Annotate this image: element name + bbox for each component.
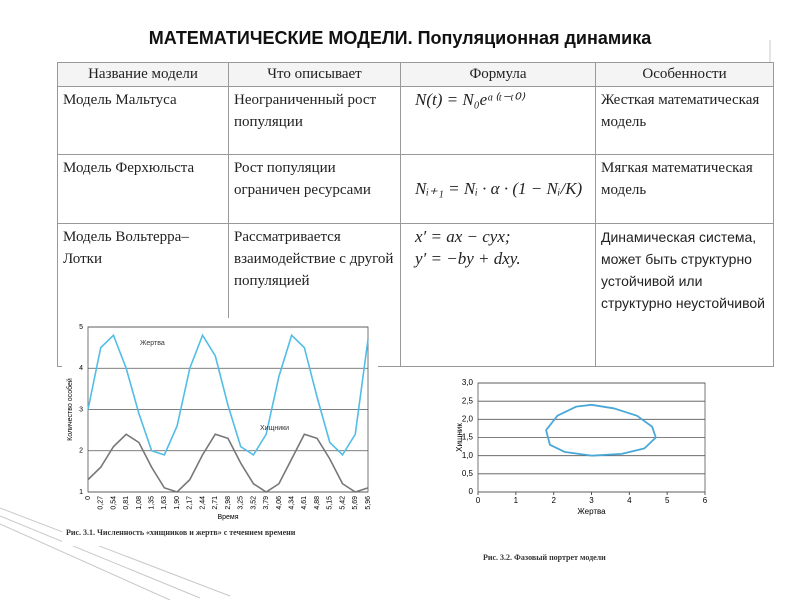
cell: Неограниченный рост популяции: [228, 86, 401, 155]
x-tick-label: 4,61: [301, 496, 308, 510]
slide-title: МАТЕМАТИЧЕСКИЕ МОДЕЛИ. Популяционная дин…: [148, 28, 652, 48]
y-tick-label: 3,0: [462, 378, 474, 387]
x-tick-label: 5,15: [327, 496, 334, 510]
x-tick-label: 1,63: [161, 496, 168, 510]
x-tick-label: 1,90: [174, 496, 181, 510]
y-tick-label: 5: [79, 324, 83, 331]
series-line: [87, 333, 369, 457]
formula-cell: Nᵢ₊₁ = Nᵢ · α · (1 − Nᵢ/K): [400, 154, 596, 224]
x-tick-label: 0,54: [110, 496, 117, 510]
x-tick-label: 2,44: [199, 496, 206, 510]
y-axis-label: Количество особей: [66, 378, 74, 441]
x-tick-label: 5,42: [339, 496, 346, 510]
formula: Nᵢ₊₁ = Nᵢ · α · (1 − Nᵢ/K): [415, 179, 583, 198]
x-tick-label: 0,81: [123, 496, 130, 510]
y-tick-label: 1,5: [462, 433, 474, 442]
x-tick-label: 4,06: [276, 496, 283, 510]
x-tick-label: 4,88: [314, 496, 321, 510]
chart-background: [62, 318, 378, 546]
y-tick-label: 2,5: [462, 396, 474, 405]
x-tick-label: 0: [476, 496, 481, 505]
x-tick-label: 0: [85, 496, 92, 500]
x-tick-label: 5: [665, 496, 670, 505]
cell: Рост популяции ограничен ресурсами: [228, 154, 401, 224]
x-tick-label: 2: [551, 496, 556, 505]
chart-background: [440, 372, 725, 568]
x-axis-label: Жертва: [577, 507, 606, 516]
x-tick-label: 4,34: [288, 496, 295, 510]
y-tick-label: 2,0: [462, 414, 474, 423]
formula-cell: x′ = ax − cyx; y′ = −by + dxy.: [400, 223, 596, 367]
x-tick-label: 0,27: [98, 496, 105, 510]
x-axis-label: Время: [217, 514, 238, 521]
y-tick-label: 4: [79, 365, 83, 372]
x-tick-label: 5,69: [352, 496, 359, 510]
x-tick-label: 3,79: [263, 496, 270, 510]
formula: x′ = ax − cyx;: [415, 227, 511, 246]
formula: y′ = −by + dxy.: [415, 249, 521, 268]
series-line: [87, 433, 369, 493]
cell: Мягкая математическая модель: [595, 154, 774, 224]
x-tick-label: 1,08: [136, 496, 143, 510]
x-tick-label: 3,52: [250, 496, 257, 510]
x-tick-label: 1: [514, 496, 519, 505]
y-tick-label: 0: [469, 487, 474, 496]
cell: Жесткая математическая модель: [595, 86, 774, 155]
x-tick-label: 3,25: [238, 496, 245, 510]
x-tick-label: 3: [589, 496, 594, 505]
y-axis-label: Хищник: [455, 423, 464, 452]
chart-caption: Рис. 3.2. Фазовый портрет модели: [483, 553, 606, 562]
x-tick-label: 2,71: [212, 496, 219, 510]
y-tick-label: 1,0: [462, 451, 474, 460]
y-tick-label: 3: [79, 406, 83, 413]
x-tick-label: 2,98: [225, 496, 232, 510]
column-header: Особенности: [595, 62, 774, 87]
cell: Модель Ферхюльста: [57, 154, 229, 224]
series-label: Хищники: [260, 425, 289, 432]
x-tick-label: 5,96: [365, 496, 372, 510]
cell: Динамическая система, может быть структу…: [595, 223, 774, 367]
y-tick-label: 1: [79, 489, 83, 496]
formula-cell: N(t) = N₀eᵅ⁽ᵗ⁻ᵗ⁰⁾: [400, 86, 596, 155]
y-tick-label: 0,5: [462, 469, 474, 478]
y-tick-label: 2: [79, 448, 83, 455]
x-tick-label: 4: [627, 496, 632, 505]
x-tick-label: 2,17: [187, 496, 194, 510]
formula: N(t) = N₀eᵅ⁽ᵗ⁻ᵗ⁰⁾: [415, 90, 524, 109]
x-tick-label: 1,35: [148, 496, 155, 510]
x-tick-label: 6: [703, 496, 708, 505]
cell: Модель Мальтуса: [57, 86, 229, 155]
series-label: Жертва: [140, 340, 165, 347]
decoration: [0, 40, 771, 600]
chart-caption: Рис. 3.1. Численность «хищников и жертв»…: [66, 528, 296, 537]
phase-curve: [545, 403, 657, 457]
